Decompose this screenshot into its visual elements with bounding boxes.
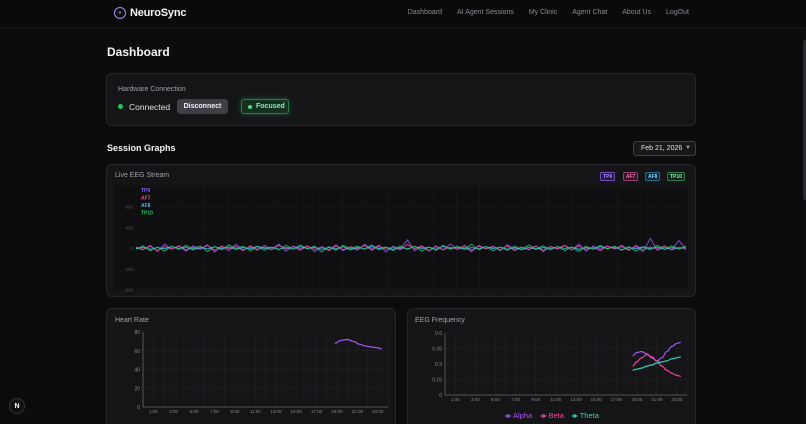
main-nav: Dashboard AI Agent Sessions My Clinic Ag…: [408, 9, 689, 16]
channel-toggle-af8[interactable]: AF8: [645, 172, 661, 181]
y-tick-label: 0.45: [432, 347, 442, 353]
live-eeg-title: Live EEG Stream: [115, 172, 170, 179]
x-tick-label: 9:00: [531, 397, 540, 402]
y-tick-label: 0.3: [435, 362, 442, 368]
x-tick-label: 9:00: [230, 409, 239, 414]
nav-logout[interactable]: LogOut: [666, 9, 689, 16]
heart-rate-card: [106, 308, 396, 424]
channel-toggle-af7[interactable]: AF7: [623, 172, 639, 181]
page-title: Dashboard: [107, 45, 170, 59]
scrollbar-thumb[interactable]: [803, 40, 806, 200]
legend-marker: [572, 414, 577, 418]
series-line-tp9: [135, 237, 687, 253]
page-scrollbar[interactable]: [803, 28, 806, 424]
x-tick-label: 19:00: [631, 397, 643, 402]
session-date-select[interactable]: Feb 21, 2026 ▼: [633, 141, 696, 156]
nav-about-us[interactable]: About Us: [622, 9, 652, 16]
chevron-down-icon: ▼: [685, 145, 691, 151]
focus-dot-icon: [248, 105, 252, 109]
brain-icon: ⚬: [114, 7, 126, 19]
legend-entry-af8: AF8: [141, 203, 151, 209]
legend-entry-theta: Theta: [580, 411, 600, 420]
x-tick-label: 15:00: [591, 397, 603, 402]
legend-marker: [506, 414, 510, 418]
x-tick-label: 3:00: [169, 409, 178, 414]
eeg-frequency-chart: 0 0.15 0.3 0.45 0.6 1:00 3:00 5:00 7:00 9:00 11:00…: [432, 331, 688, 420]
nav-ai-agent-sessions[interactable]: AI Agent Sessions: [456, 9, 514, 16]
connected-status-icon: [118, 104, 123, 109]
x-tick-label: 17:00: [311, 409, 323, 414]
x-tick-label: 13:00: [570, 397, 582, 402]
y-tick-label: -400: [124, 267, 134, 272]
x-tick-label: 23:00: [372, 409, 384, 414]
session-date-value: Feb 21, 2026: [641, 145, 683, 152]
nav-dashboard[interactable]: Dashboard: [407, 9, 442, 16]
legend-entry-alpha: Alpha: [513, 411, 533, 420]
y-tick-label: -800: [124, 288, 134, 293]
y-tick-label: 0.6: [435, 331, 442, 337]
connection-status-text: Connected: [129, 102, 171, 112]
x-tick-label: 5:00: [491, 397, 500, 402]
x-tick-label: 21:00: [651, 397, 663, 402]
y-tick-label: 0: [137, 405, 140, 411]
legend-entry-beta: Beta: [549, 411, 565, 420]
y-tick-label: 0.15: [432, 378, 442, 384]
x-tick-label: 11:00: [550, 397, 561, 402]
channel-toggle-tp9[interactable]: TP9: [600, 172, 616, 181]
eeg-frequency-title: EEG Frequency: [415, 317, 465, 324]
focus-state-label: Focused: [256, 103, 285, 110]
series-line-theta: [632, 356, 681, 371]
y-tick-label: 80: [134, 330, 140, 336]
session-graphs-title: Session Graphs: [107, 143, 176, 153]
y-tick-label: 40: [134, 368, 140, 374]
y-tick-label: 0: [439, 393, 442, 399]
x-tick-label: 7:00: [511, 397, 520, 402]
x-tick-label: 23:00: [671, 397, 683, 402]
legend-marker: [541, 414, 546, 418]
nav-my-clinic[interactable]: My Clinic: [528, 9, 558, 16]
x-tick-label: 5:00: [190, 409, 199, 414]
channel-toggle-tp10[interactable]: TP10: [667, 172, 685, 181]
x-tick-label: 19:00: [331, 409, 343, 414]
brand-name: NeuroSync: [130, 7, 187, 19]
hardware-connection-label: Hardware Connection: [118, 86, 186, 93]
x-tick-label: 21:00: [352, 409, 364, 414]
x-tick-label: 13:00: [270, 409, 282, 414]
legend-entry-tp9: TP9: [141, 188, 150, 194]
series-line-value: [334, 338, 382, 350]
top-navigation-bar: ⚬ NeuroSync Dashboard AI Agent Sessions …: [0, 0, 806, 28]
x-tick-label: 11:00: [250, 409, 261, 414]
heart-rate-title: Heart Rate: [115, 317, 149, 324]
focus-state-badge: Focused: [241, 99, 289, 114]
series-line-tp10: [135, 243, 687, 253]
legend-entry-af7: AF7: [141, 196, 151, 202]
y-tick-label: 400: [125, 225, 133, 230]
x-tick-label: 3:00: [471, 397, 480, 402]
eeg-plot-area: [114, 185, 688, 290]
y-tick-label: 0: [130, 246, 133, 251]
brand-logo[interactable]: ⚬ NeuroSync: [114, 7, 186, 19]
y-tick-label: 800: [125, 205, 133, 210]
nav-agent-chat[interactable]: Agent Chat: [572, 9, 608, 16]
y-tick-label: 20: [134, 386, 140, 392]
y-tick-label: 60: [134, 349, 140, 355]
legend-entry-tp10: TP10: [141, 211, 153, 217]
dev-tools-button[interactable]: N: [9, 398, 25, 414]
heart-rate-chart: 0 20 40 60 80 1:00 3:00 5:00 7:00 9:00 11:00 13:00 1…: [134, 330, 389, 414]
series-line-beta: [632, 354, 681, 377]
x-tick-label: 1:00: [451, 397, 460, 402]
x-tick-label: 15:00: [290, 409, 302, 414]
series-line-af7: [135, 243, 687, 252]
x-tick-label: 7:00: [210, 409, 219, 414]
x-tick-label: 1:00: [149, 409, 158, 414]
disconnect-button[interactable]: Disconnect: [177, 99, 228, 114]
x-tick-label: 17:00: [611, 397, 623, 402]
